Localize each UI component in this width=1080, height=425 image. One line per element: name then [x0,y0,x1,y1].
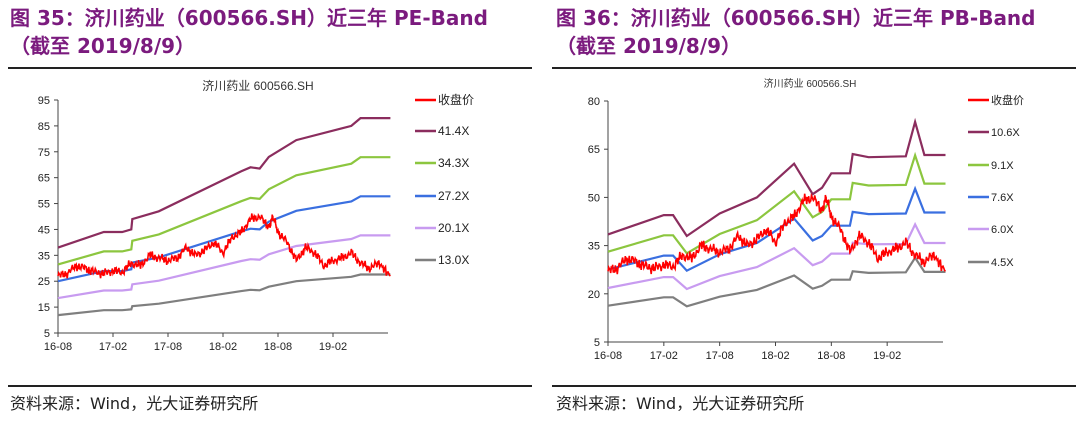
chart-title: 济川药业 600566.SH [202,78,313,93]
y-tick-label: 50 [588,192,600,204]
x-tick-label: 17-02 [650,350,678,362]
y-tick-label: 95 [38,95,50,107]
y-tick-label: 80 [588,96,600,108]
legend-label: 收盘价 [438,92,474,107]
figure-36-source: 资料来源：Wind，光大证券研究所 [556,394,805,413]
band-line-41.4X [57,116,391,249]
y-tick-label: 65 [588,144,600,156]
source-divider [552,385,1076,387]
y-tick-label: 65 [38,173,50,185]
legend-label: 10.6X [991,127,1020,139]
y-tick-label: 5 [44,328,50,340]
legend-label: 9.1X [991,160,1014,172]
legend-label: 4.5X [991,257,1014,269]
source-divider [8,385,532,387]
close-price-line [607,193,947,275]
band-line-9.1X [607,151,946,255]
title-divider [552,67,1076,69]
x-tick-label: 17-08 [154,341,182,353]
y-tick-label: 35 [588,241,600,253]
close-price-line [57,212,391,279]
x-tick-label: 19-02 [319,341,347,353]
y-tick-label: 85 [38,121,50,133]
x-tick-label: 18-02 [209,341,237,353]
x-tick-label: 18-08 [817,350,845,362]
x-tick-label: 19-02 [873,350,901,362]
x-tick-label: 16-08 [44,341,72,353]
legend-label: 6.0X [991,224,1014,236]
title-divider [8,67,532,69]
pe-band-chart: 济川药业 600566.SH 5 15 25 35 45 55 65 75 85 95 16-08 17… [38,78,474,353]
legend-label: 27.2X [438,189,469,203]
pb-band-chart: 济川药业 600566.SH 5 20 35 50 65 80 16-08 17-02 17-08… [588,77,1024,362]
chart-title: 济川药业 600566.SH [764,77,857,90]
band-line-4.5X [607,255,946,308]
figure-36-title: 图 36：济川药业（600566.SH）近三年 PB-Band （截至 2019… [556,6,1036,58]
legend-label: 20.1X [438,221,469,235]
legend-label: 34.3X [438,156,469,170]
x-tick-label: 18-02 [761,350,789,362]
y-tick-label: 15 [38,302,50,314]
x-tick-label: 18-08 [264,341,292,353]
band-line-6.0X [607,221,946,291]
y-tick-label: 75 [38,147,50,159]
legend-label: 41.4X [438,124,469,138]
legend-label: 13.0X [438,253,469,267]
x-tick-label: 17-08 [706,350,734,362]
legend-label: 7.6X [991,192,1014,204]
band-line-34.3X [57,156,391,266]
y-tick-label: 20 [588,289,600,301]
y-tick-label: 5 [594,337,600,349]
figure-35-source: 资料来源：Wind，光大证券研究所 [10,394,259,413]
y-tick-label: 25 [38,276,50,288]
legend-label: 收盘价 [991,93,1024,107]
band-line-13.0X [57,273,391,317]
band-line-20.1X [57,234,391,300]
band-line-7.6X [607,185,946,273]
x-tick-label: 17-02 [99,341,127,353]
y-tick-label: 55 [38,199,50,211]
y-tick-label: 35 [38,250,50,262]
figure-35-title: 图 35：济川药业（600566.SH）近三年 PE-Band （截至 2019… [10,6,488,58]
y-tick-label: 45 [38,224,50,236]
band-line-10.6X [607,117,946,238]
x-tick-label: 16-08 [594,350,622,362]
